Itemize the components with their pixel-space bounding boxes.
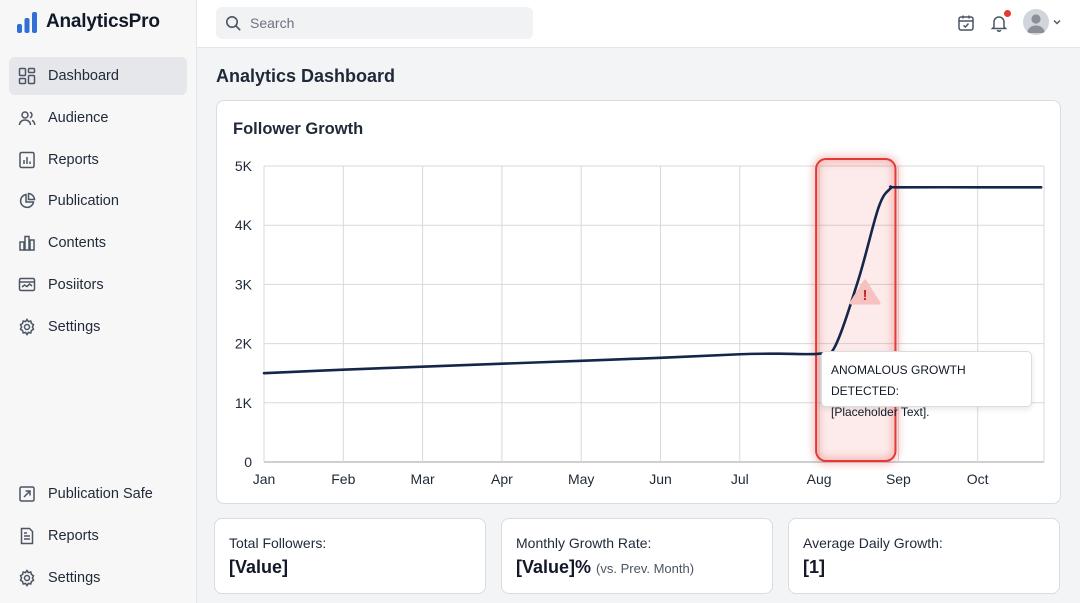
y-tick-label: 3K bbox=[235, 276, 253, 292]
sidebar-item-label: Settings bbox=[48, 570, 101, 586]
y-tick-label: 1K bbox=[235, 395, 253, 411]
sidebar-item-dashboard[interactable]: Dashboard bbox=[9, 57, 187, 95]
x-tick-label: Oct bbox=[967, 471, 989, 487]
x-tick-label: Aug bbox=[807, 471, 832, 487]
x-tick-label: Jun bbox=[649, 471, 672, 487]
pie-chart-icon bbox=[19, 192, 36, 209]
sidebar-item-publication[interactable]: Publication bbox=[9, 182, 187, 220]
app-name: AnalyticsPro bbox=[46, 11, 160, 32]
y-tick-label: 4K bbox=[235, 217, 253, 233]
stat-card-average-daily-growth: Average Daily Growth: [1] bbox=[788, 518, 1060, 594]
series-line bbox=[262, 185, 1043, 375]
sidebar: AnalyticsPro Dashboard Audience Reports … bbox=[0, 0, 197, 603]
sidebar-item-contents[interactable]: Contents bbox=[9, 224, 187, 262]
monitor-icon bbox=[18, 277, 36, 292]
chevron-down-icon bbox=[1053, 20, 1061, 25]
x-tick-label: Sep bbox=[886, 471, 911, 487]
anomaly-tooltip: ANOMALOUS GROWTH DETECTED: [Placeholder … bbox=[821, 351, 1032, 419]
app-logo[interactable]: AnalyticsPro bbox=[16, 10, 160, 34]
logo-icon bbox=[17, 12, 37, 33]
users-icon bbox=[18, 111, 36, 126]
y-tick-label: 0 bbox=[244, 454, 252, 470]
sidebar-item-label: Settings bbox=[48, 319, 101, 335]
follower-growth-card: Follower Growth 0 1K 2K 3K 4K 5K Jan Feb Mar Apr M… bbox=[216, 100, 1061, 504]
sidebar-item-publication-safe[interactable]: Publication Safe bbox=[9, 475, 187, 513]
sidebar-item-reports-bottom[interactable]: Reports bbox=[9, 517, 187, 555]
sidebar-item-label: Reports bbox=[48, 528, 99, 544]
stat-value: [Value]% (vs. Prev. Month) bbox=[516, 557, 758, 578]
document-icon bbox=[20, 527, 34, 545]
y-tick-label: 2K bbox=[235, 336, 253, 352]
warning-icon bbox=[849, 279, 881, 305]
sidebar-item-label: Publication Safe bbox=[48, 486, 153, 502]
chart-title: Follower Growth bbox=[233, 120, 364, 138]
stat-value: [1] bbox=[803, 557, 1045, 578]
calendar-icon bbox=[958, 15, 974, 31]
report-icon bbox=[19, 151, 35, 169]
sidebar-item-reports[interactable]: Reports bbox=[9, 141, 187, 179]
sidebar-item-label: Contents bbox=[48, 235, 107, 251]
top-bar bbox=[197, 0, 1080, 48]
sidebar-item-audience[interactable]: Audience bbox=[9, 99, 187, 137]
stat-value-text: [Value] bbox=[229, 557, 289, 577]
x-tick-label: Jul bbox=[731, 471, 749, 487]
stat-label: Total Followers: bbox=[229, 535, 327, 551]
sidebar-item-label: Dashboard bbox=[48, 68, 119, 84]
y-tick-label: 5K bbox=[235, 158, 253, 174]
stat-value-text: [1] bbox=[803, 557, 825, 577]
sidebar-item-label: Posiitors bbox=[48, 277, 104, 293]
x-tick-label: Jan bbox=[253, 471, 276, 487]
x-tick-label: Feb bbox=[331, 471, 355, 487]
warning-icon-glyph: ! bbox=[863, 287, 868, 304]
bell-icon bbox=[990, 16, 1008, 32]
x-tick-label: Apr bbox=[491, 471, 513, 487]
gear-icon bbox=[19, 569, 35, 587]
sidebar-item-settings[interactable]: Settings bbox=[9, 308, 187, 346]
notifications-button[interactable] bbox=[988, 10, 1011, 34]
sidebar-item-posiitors[interactable]: Posiitors bbox=[9, 266, 187, 304]
avatar bbox=[1023, 9, 1049, 35]
calendar-button[interactable] bbox=[955, 12, 977, 34]
bar-chart-icon bbox=[19, 235, 35, 251]
dashboard-icon bbox=[18, 67, 36, 85]
sidebar-item-label: Publication bbox=[48, 193, 119, 209]
stat-value: [Value] bbox=[229, 557, 471, 578]
stat-card-total-followers: Total Followers: [Value] bbox=[214, 518, 486, 594]
search-icon bbox=[226, 15, 241, 31]
stat-value-text: [Value]% bbox=[516, 557, 592, 577]
stat-card-monthly-growth: Monthly Growth Rate: [Value]% (vs. Prev.… bbox=[501, 518, 773, 594]
sidebar-item-label: Audience bbox=[48, 110, 109, 126]
gear-icon bbox=[19, 318, 35, 336]
sidebar-item-settings-bottom[interactable]: Settings bbox=[9, 559, 187, 597]
page-title: Analytics Dashboard bbox=[216, 66, 396, 86]
follower-growth-chart: 0 1K 2K 3K 4K 5K Jan Feb Mar Apr May Jun Jul Aug Sep Oc… bbox=[235, 156, 1045, 487]
stat-label: Monthly Growth Rate: bbox=[516, 535, 652, 551]
share-icon bbox=[19, 486, 35, 502]
tooltip-line1: ANOMALOUS GROWTH DETECTED: bbox=[831, 363, 966, 398]
x-tick-label: May bbox=[568, 471, 594, 487]
tooltip-line2: [Placeholder Text]. bbox=[831, 405, 930, 419]
stat-label: Average Daily Growth: bbox=[803, 535, 943, 551]
sidebar-item-label: Reports bbox=[48, 152, 99, 168]
stat-subtext: (vs. Prev. Month) bbox=[596, 561, 695, 576]
user-menu[interactable] bbox=[1023, 9, 1062, 35]
notification-badge bbox=[1004, 10, 1011, 17]
x-tick-label: Mar bbox=[411, 471, 435, 487]
search-box[interactable] bbox=[216, 7, 533, 39]
search-input[interactable] bbox=[250, 15, 510, 31]
